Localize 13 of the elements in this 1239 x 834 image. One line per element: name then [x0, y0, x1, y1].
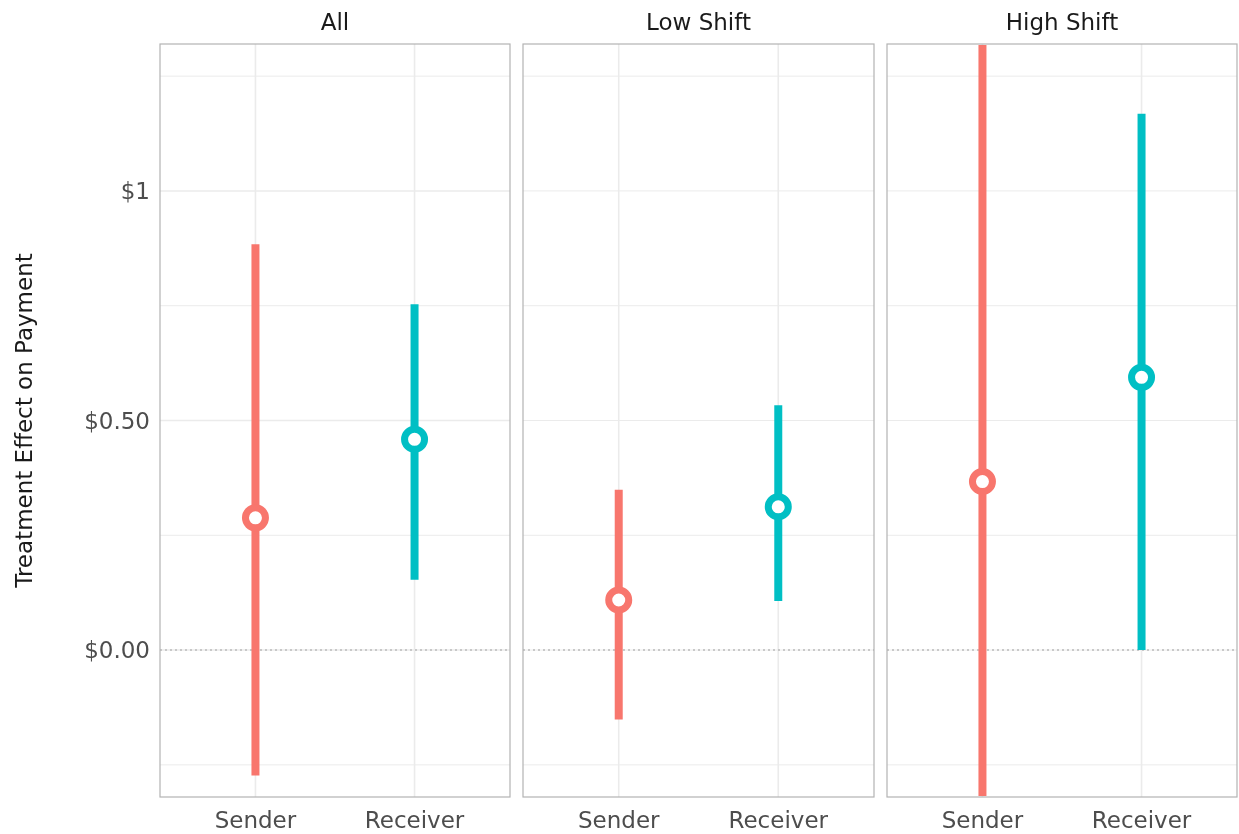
- y-tick-label: $0.50: [84, 407, 150, 434]
- chart-title: High Shift: [1005, 9, 1119, 35]
- x-tick-label: Sender: [577, 807, 661, 833]
- y-axis-title: Treatment Effect on Payment: [11, 253, 37, 589]
- x-tick-label: Receiver: [1091, 807, 1192, 833]
- y-tick-label: $0.00: [84, 637, 150, 664]
- x-tick-label: Receiver: [728, 807, 829, 833]
- y-tick-label: $1: [120, 177, 150, 204]
- x-tick-label: Receiver: [364, 807, 465, 833]
- chart-title: All: [320, 9, 350, 35]
- x-tick-label: Sender: [214, 807, 297, 833]
- x-tick-label: Sender: [941, 807, 1024, 833]
- chart-title: Low Shift: [646, 9, 751, 35]
